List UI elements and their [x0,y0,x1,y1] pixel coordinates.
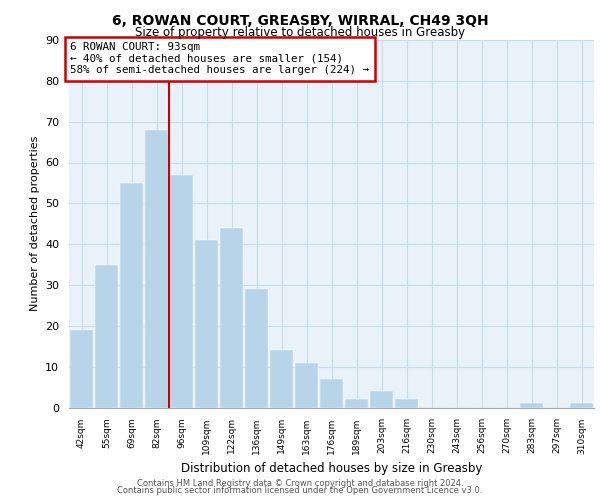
Bar [95,264,118,408]
Text: Contains public sector information licensed under the Open Government Licence v3: Contains public sector information licen… [118,486,482,495]
Y-axis label: Number of detached properties: Number of detached properties [29,136,40,312]
Bar [70,330,93,407]
Bar [120,183,143,408]
Bar [570,404,593,407]
Text: 6 ROWAN COURT: 93sqm
← 40% of detached houses are smaller (154)
58% of semi-deta: 6 ROWAN COURT: 93sqm ← 40% of detached h… [70,42,369,75]
Text: 6, ROWAN COURT, GREASBY, WIRRAL, CH49 3QH: 6, ROWAN COURT, GREASBY, WIRRAL, CH49 3Q… [112,14,488,28]
Bar [295,362,318,408]
Bar [320,379,343,408]
Bar [395,400,418,407]
Bar [270,350,293,408]
Bar [345,400,368,407]
Bar [145,130,168,407]
X-axis label: Distribution of detached houses by size in Greasby: Distribution of detached houses by size … [181,462,482,475]
Bar [195,240,218,408]
Bar [370,391,393,407]
Bar [520,404,543,407]
Text: Size of property relative to detached houses in Greasby: Size of property relative to detached ho… [135,26,465,39]
Bar [220,228,243,408]
Text: Contains HM Land Registry data © Crown copyright and database right 2024.: Contains HM Land Registry data © Crown c… [137,478,463,488]
Bar [170,175,193,408]
Bar [245,289,268,408]
